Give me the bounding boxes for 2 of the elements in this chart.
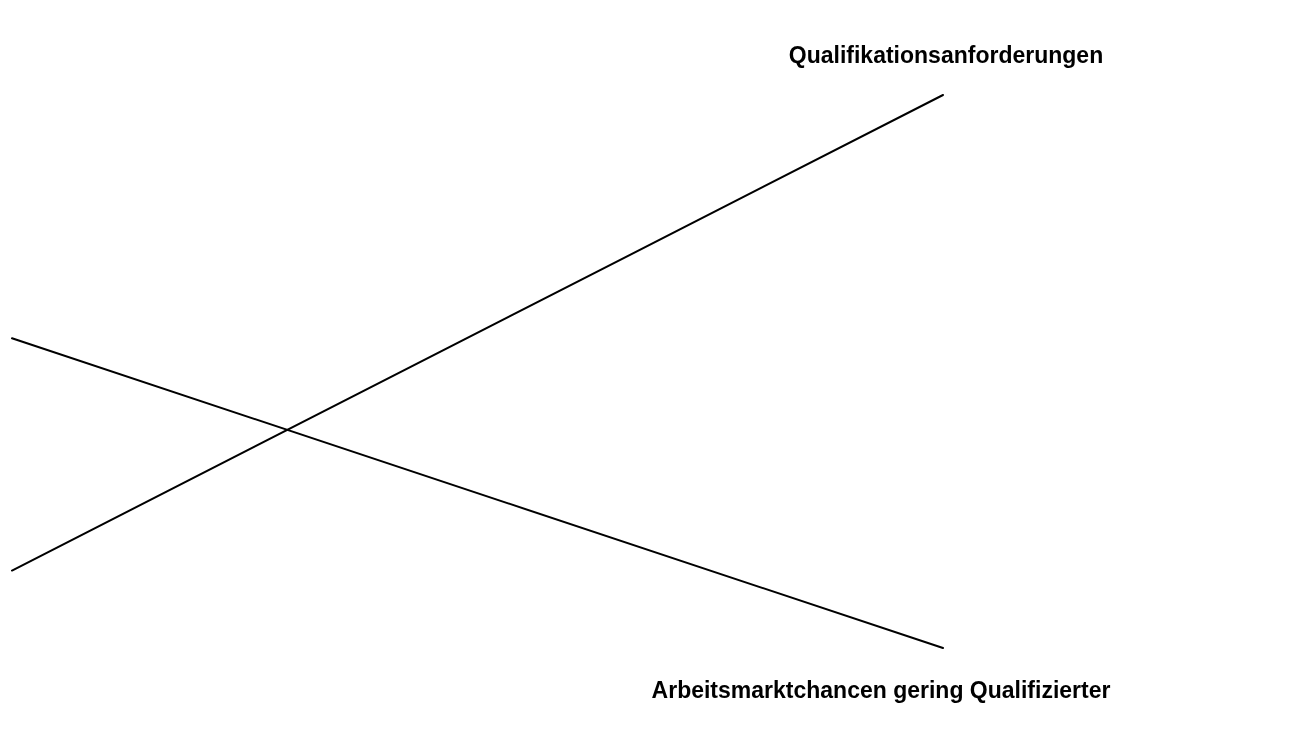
series-label: Qualifikationsanforderungen — [788, 42, 1104, 68]
text: Arbeitsmarktchancen gering Qualifizierter — [651, 677, 1111, 703]
